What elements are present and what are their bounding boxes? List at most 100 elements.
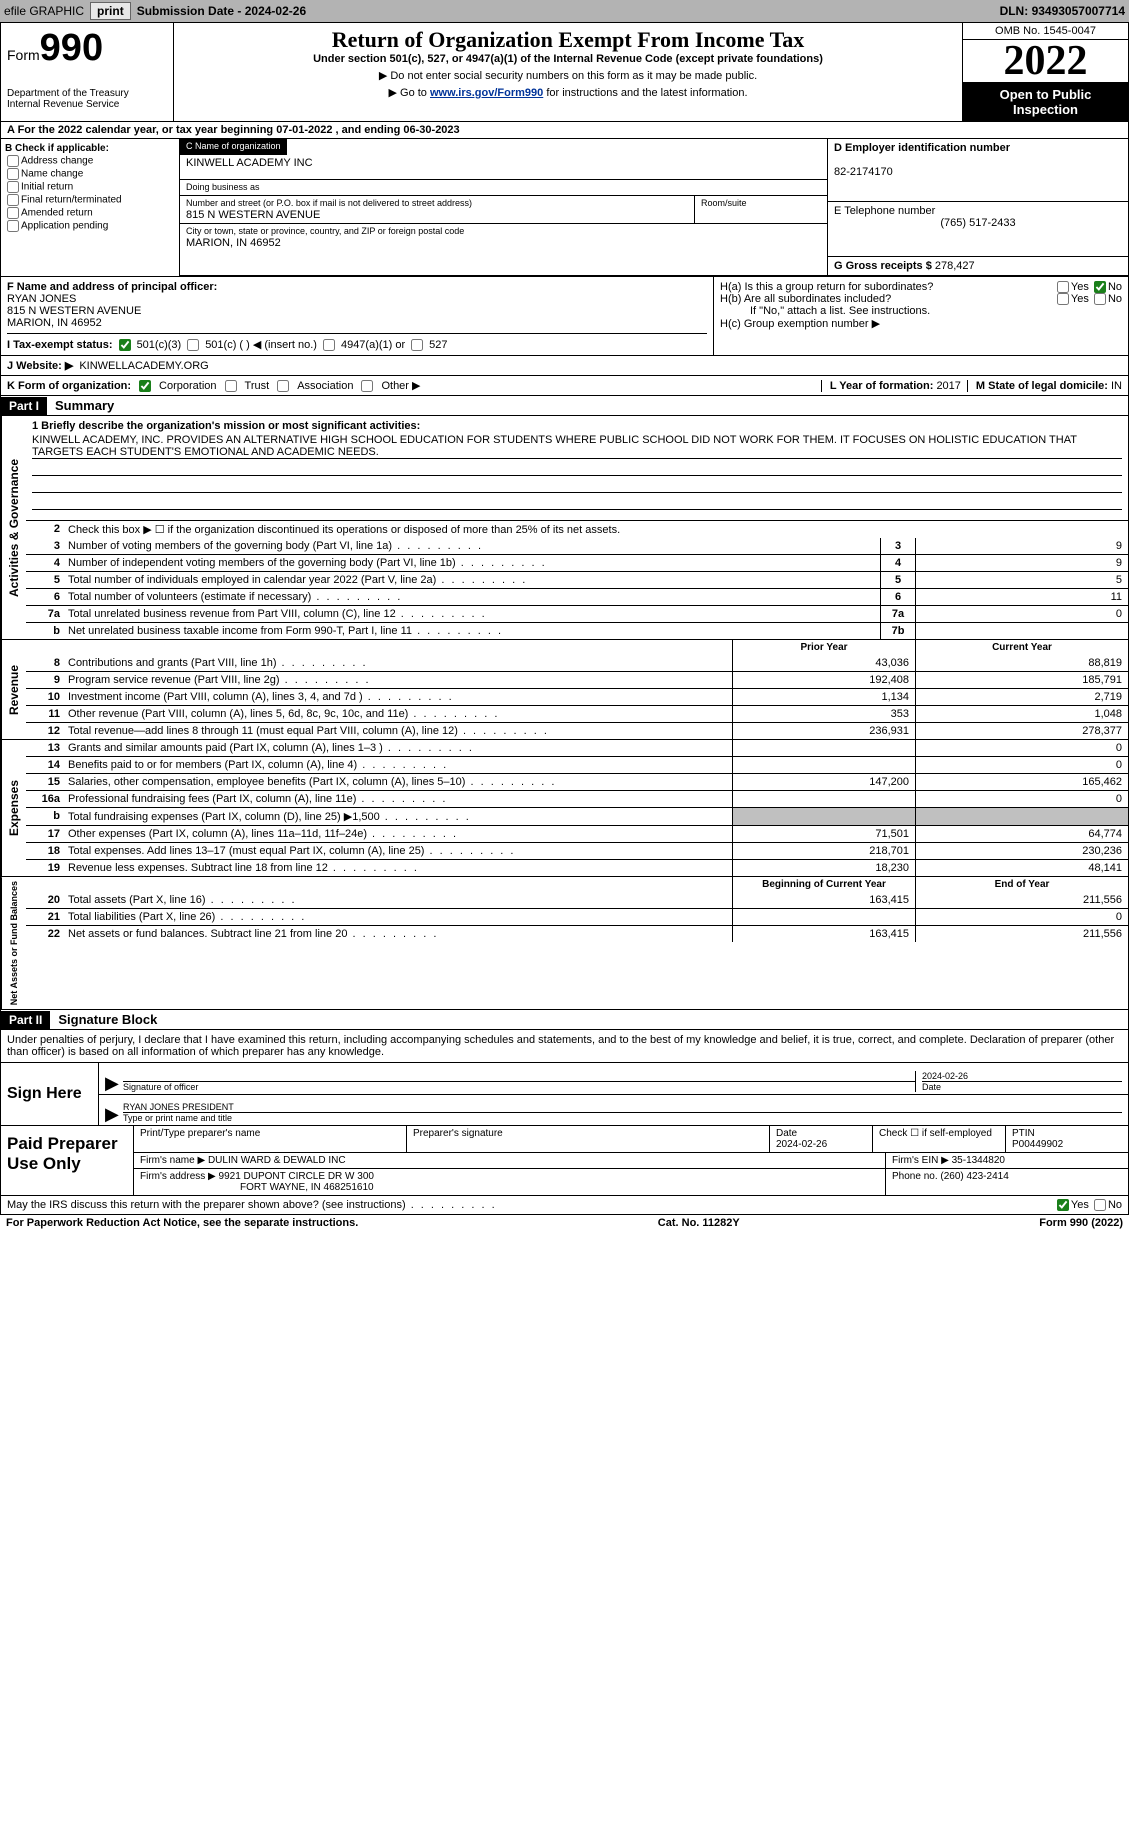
sig-officer-label: Signature of officer	[123, 1082, 198, 1092]
summary-row: bTotal fundraising expenses (Part IX, co…	[26, 807, 1128, 825]
sig-date: 2024-02-26	[922, 1071, 1122, 1082]
chk-trust[interactable]	[225, 380, 237, 392]
signature-block: Under penalties of perjury, I declare th…	[0, 1030, 1129, 1126]
summary-row: 12Total revenue—add lines 8 through 11 (…	[26, 722, 1128, 739]
discuss-no[interactable]	[1094, 1199, 1106, 1211]
col-end: End of Year	[915, 877, 1128, 892]
tax-year: 2022	[963, 40, 1128, 83]
form-header: Form990 Department of the Treasury Inter…	[0, 22, 1129, 122]
summary-row: 15Salaries, other compensation, employee…	[26, 773, 1128, 790]
part2-badge: Part II	[1, 1011, 50, 1029]
vert-rev: Revenue	[1, 640, 26, 739]
ptin-label: PTIN	[1012, 1128, 1122, 1139]
vert-ag: Activities & Governance	[1, 416, 26, 639]
firm-addr2: FORT WAYNE, IN 468251610	[140, 1182, 374, 1193]
paid-preparer-label: Paid Preparer Use Only	[1, 1126, 133, 1195]
form-subtitle: Under section 501(c), 527, or 4947(a)(1)…	[178, 53, 958, 65]
addr-value: 815 N WESTERN AVENUE	[186, 209, 320, 221]
open-to-public: Open to Public Inspection	[963, 83, 1128, 121]
column-b: B Check if applicable: Address change Na…	[1, 139, 180, 276]
chk-final-return[interactable]: Final return/terminated	[5, 194, 175, 206]
summary-row: 19Revenue less expenses. Subtract line 1…	[26, 859, 1128, 876]
col-begin: Beginning of Current Year	[732, 877, 915, 892]
gross-label: G Gross receipts $	[834, 260, 935, 272]
footer: For Paperwork Reduction Act Notice, see …	[0, 1215, 1129, 1231]
summary-row: 18Total expenses. Add lines 13–17 (must …	[26, 842, 1128, 859]
summary-row: 4Number of independent voting members of…	[26, 554, 1128, 571]
officer-label: F Name and address of principal officer:	[7, 281, 217, 293]
ha-yes[interactable]	[1057, 281, 1069, 293]
form-label: Form	[7, 47, 40, 63]
chk-app-pending[interactable]: Application pending	[5, 220, 175, 232]
chk-name-change[interactable]: Name change	[5, 168, 175, 180]
officer-addr1: 815 N WESTERN AVENUE	[7, 305, 141, 317]
website-value: KINWELLACADEMY.ORG	[79, 360, 208, 372]
year-end: 06-30-2023	[403, 124, 459, 136]
summary-row: 21Total liabilities (Part X, line 26)0	[26, 908, 1128, 925]
chk-other[interactable]	[361, 380, 373, 392]
ein-value: 82-2174170	[834, 166, 893, 178]
chk-address-change[interactable]: Address change	[5, 155, 175, 167]
form-title: Return of Organization Exempt From Incom…	[178, 27, 958, 53]
firm-addr-label: Firm's address ▶	[140, 1171, 219, 1182]
summary-row: 8Contributions and grants (Part VIII, li…	[26, 655, 1128, 671]
chk-527[interactable]	[411, 339, 423, 351]
chk-corp[interactable]	[139, 380, 151, 392]
dln: DLN: 93493057007714	[1000, 4, 1125, 18]
vert-exp: Expenses	[1, 740, 26, 876]
ein-label: D Employer identification number	[834, 142, 1010, 154]
footer-left: For Paperwork Reduction Act Notice, see …	[6, 1217, 358, 1229]
chk-4947[interactable]	[323, 339, 335, 351]
header-left: Form990 Department of the Treasury Inter…	[1, 23, 174, 121]
vert-net: Net Assets or Fund Balances	[1, 877, 26, 1009]
part2-title: Signature Block	[50, 1010, 165, 1029]
sign-here: Sign Here	[1, 1063, 98, 1125]
summary-row: 3Number of voting members of the governi…	[26, 538, 1128, 554]
addr-label: Number and street (or P.O. box if mail i…	[186, 198, 472, 208]
city-label: City or town, state or province, country…	[186, 226, 464, 236]
declaration: Under penalties of perjury, I declare th…	[1, 1030, 1128, 1063]
line1-label: 1 Briefly describe the organization's mi…	[32, 420, 420, 432]
chk-501c3[interactable]	[119, 339, 131, 351]
chk-501c[interactable]	[187, 339, 199, 351]
org-name-label: C Name of organization	[186, 141, 281, 151]
hb-yes[interactable]	[1057, 293, 1069, 305]
print-button[interactable]: print	[90, 2, 131, 20]
irs-link[interactable]: www.irs.gov/Form990	[430, 87, 543, 99]
column-c: C Name of organization KINWELL ACADEMY I…	[180, 139, 1128, 276]
part1-badge: Part I	[1, 397, 47, 415]
summary-row: 9Program service revenue (Part VIII, lin…	[26, 671, 1128, 688]
year-begin: 07-01-2022	[276, 124, 332, 136]
paid-preparer: Paid Preparer Use Only Print/Type prepar…	[0, 1126, 1129, 1196]
tel-value: (765) 517-2433	[834, 217, 1122, 229]
officer-name: RYAN JONES	[7, 293, 76, 305]
discuss-label: May the IRS discuss this return with the…	[7, 1199, 497, 1211]
form-number: 990	[40, 27, 103, 69]
firm-phone: (260) 423-2414	[940, 1171, 1008, 1182]
discuss-row: May the IRS discuss this return with the…	[0, 1196, 1129, 1215]
chk-assoc[interactable]	[277, 380, 289, 392]
hb-label: H(b) Are all subordinates included?	[720, 293, 891, 305]
col-prior: Prior Year	[732, 640, 915, 655]
summary-row: bNet unrelated business taxable income f…	[26, 622, 1128, 639]
ha-no[interactable]	[1094, 281, 1106, 293]
summary-row: 11Other revenue (Part VIII, column (A), …	[26, 705, 1128, 722]
firm-name: DULIN WARD & DEWALD INC	[208, 1155, 346, 1166]
room-label: Room/suite	[701, 198, 747, 208]
mission-block: 1 Briefly describe the organization's mi…	[26, 416, 1128, 520]
column-h: H(a) Is this a group return for subordin…	[713, 277, 1128, 355]
summary-row: 5Total number of individuals employed in…	[26, 571, 1128, 588]
line-j: J Website: ▶ KINWELLACADEMY.ORG	[0, 356, 1129, 376]
chk-initial-return[interactable]: Initial return	[5, 181, 175, 193]
summary-row: 10Investment income (Part VIII, column (…	[26, 688, 1128, 705]
firm-name-label: Firm's name ▶	[140, 1155, 208, 1166]
chk-amended-return[interactable]: Amended return	[5, 207, 175, 219]
hb-no[interactable]	[1094, 293, 1106, 305]
header-center: Return of Organization Exempt From Incom…	[174, 23, 962, 121]
date-label: Date	[922, 1082, 941, 1092]
summary-row: 20Total assets (Part X, line 16)163,4152…	[26, 892, 1128, 908]
discuss-yes[interactable]	[1057, 1199, 1069, 1211]
arrow-icon: ▶	[105, 1074, 123, 1092]
expenses-section: Expenses 13Grants and similar amounts pa…	[0, 740, 1129, 877]
summary-row: 13Grants and similar amounts paid (Part …	[26, 740, 1128, 756]
